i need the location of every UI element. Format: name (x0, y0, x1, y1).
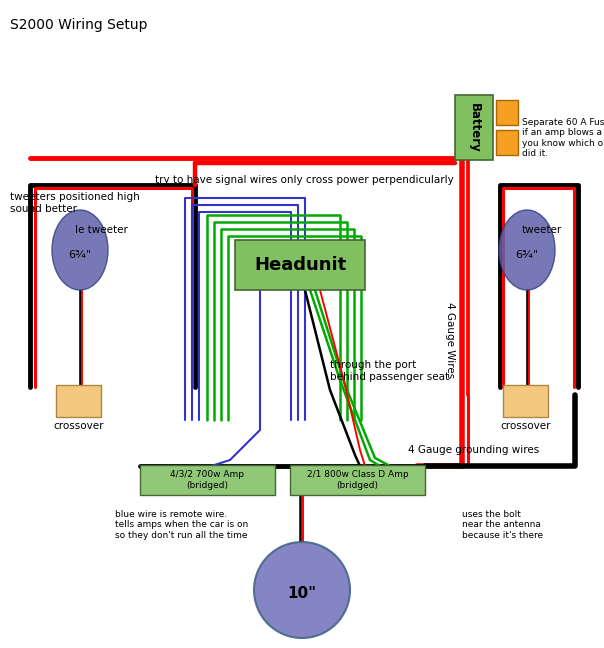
Text: crossover: crossover (53, 421, 104, 431)
Text: S2000 Wiring Setup: S2000 Wiring Setup (10, 18, 147, 32)
Text: le tweeter: le tweeter (75, 225, 128, 235)
Bar (290, 465, 425, 495)
Text: tweeters positioned high
sound better: tweeters positioned high sound better (10, 192, 140, 214)
Text: 4 Gauge Wires: 4 Gauge Wires (445, 302, 455, 378)
Ellipse shape (254, 542, 350, 638)
Bar (235, 240, 365, 290)
Ellipse shape (499, 210, 555, 290)
Text: 10": 10" (288, 586, 316, 601)
Bar (455, 95, 493, 160)
Bar (496, 100, 518, 125)
Bar (140, 465, 275, 495)
Bar (56, 385, 101, 417)
Text: tweeter: tweeter (522, 225, 562, 235)
Text: Separate 60 A Fuses
if an amp blows a fuse,
you know which one
did it.: Separate 60 A Fuses if an amp blows a fu… (522, 118, 604, 158)
Bar (503, 385, 548, 417)
Text: try to have signal wires only cross power perpendicularly: try to have signal wires only cross powe… (155, 175, 454, 185)
Text: through the port
behind passenger seat: through the port behind passenger seat (330, 360, 449, 382)
Text: blue wire is remote wire.
tells amps when the car is on
so they don't run all th: blue wire is remote wire. tells amps whe… (115, 510, 248, 540)
Ellipse shape (52, 210, 108, 290)
Text: Headunit: Headunit (254, 256, 346, 274)
Text: 2/1 800w Class D Amp
(bridged): 2/1 800w Class D Amp (bridged) (307, 470, 408, 490)
Text: 4/3/2 700w Amp
(bridged): 4/3/2 700w Amp (bridged) (170, 470, 245, 490)
Text: Battery: Battery (467, 102, 481, 152)
Text: 4 Gauge grounding wires: 4 Gauge grounding wires (408, 445, 539, 455)
Text: 6¾": 6¾" (515, 250, 539, 260)
Text: 6¾": 6¾" (68, 250, 92, 260)
Text: crossover: crossover (500, 421, 551, 431)
Bar (496, 130, 518, 155)
Text: uses the bolt
near the antenna
because it's there: uses the bolt near the antenna because i… (462, 510, 543, 540)
